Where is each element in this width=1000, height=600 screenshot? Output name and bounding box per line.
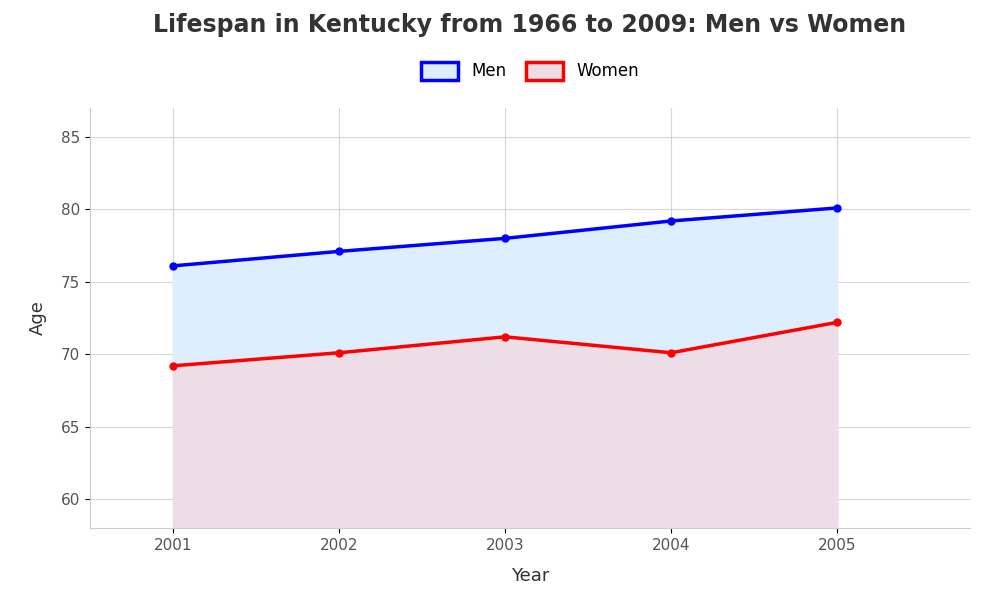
X-axis label: Year: Year xyxy=(511,566,549,584)
Y-axis label: Age: Age xyxy=(29,301,47,335)
Legend: Men, Women: Men, Women xyxy=(421,62,639,80)
Title: Lifespan in Kentucky from 1966 to 2009: Men vs Women: Lifespan in Kentucky from 1966 to 2009: … xyxy=(153,13,907,37)
